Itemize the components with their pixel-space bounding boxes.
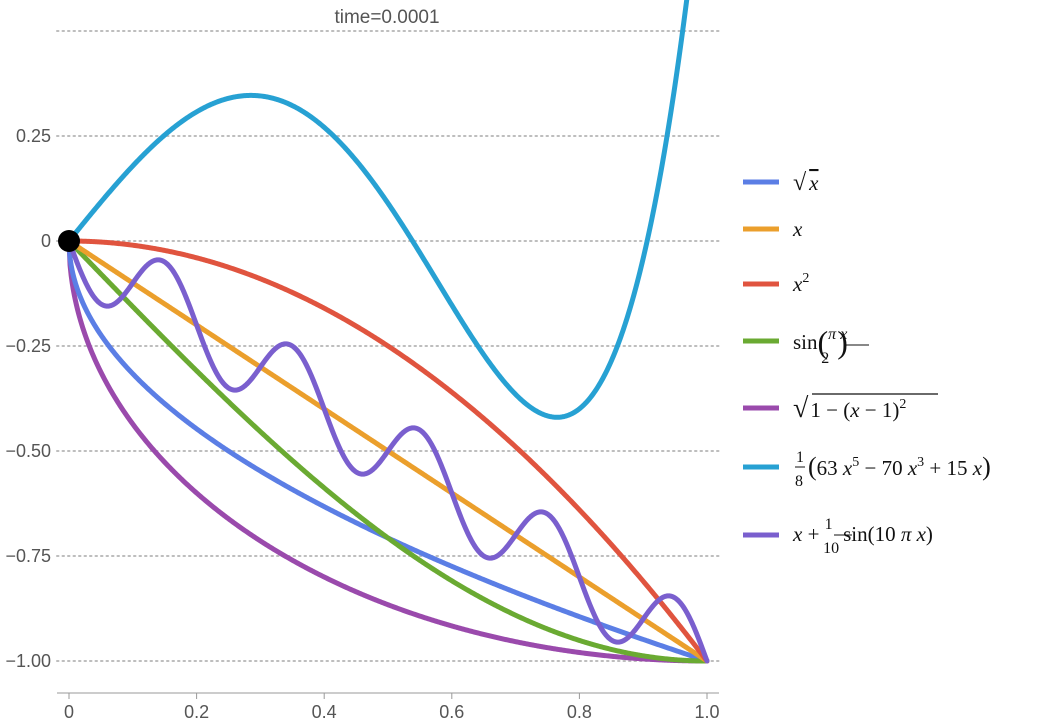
x-tick-label: 1.0 <box>694 702 719 722</box>
legend-label: x <box>792 217 803 241</box>
legend-label: √1 − (x − 1)2 <box>793 393 906 424</box>
legend-entry: x <box>743 217 803 241</box>
x-tick-label: 0 <box>64 702 74 722</box>
chart-title: time=0.0001 <box>334 7 439 28</box>
legend-entry: sin(π x 2) <box>743 324 869 367</box>
y-tick-label: −0.75 <box>5 546 51 566</box>
tick-labels: 0 0.2 0.4 0.6 0.8 1.0 0.25 0 −0.25 −0.50 −0.75 −1.0… <box>5 126 719 722</box>
legend-entry: x2 <box>743 271 809 296</box>
y-tick-label: 0 <box>41 231 51 251</box>
legend: √ x x x2 sin(π x 2) √1 − (x − 1)2 <box>743 170 991 557</box>
series-line <box>66 238 710 664</box>
legend-entry: √1 − (x − 1)2 <box>743 393 938 424</box>
series-line <box>66 238 710 664</box>
y-tick-label: 0.25 <box>16 126 51 146</box>
legend-entry: √ x <box>743 170 819 196</box>
legend-label: x2 <box>792 271 809 296</box>
y-tick-label: −0.25 <box>5 336 51 356</box>
x-tick-label: 0.6 <box>439 702 464 722</box>
series-line <box>66 238 710 664</box>
legend-label: sin(π x 2) <box>793 324 848 367</box>
legend-label: √ x <box>793 170 819 196</box>
legend-label: 1 8(63 x5 − 70 x3 + 15 x) <box>795 449 991 490</box>
series-lines <box>66 0 710 664</box>
x-tick-label: 0.4 <box>312 702 337 722</box>
legend-entry: x + 1 10sin(10 π x) <box>743 516 933 557</box>
x-tick-label: 0.8 <box>567 702 592 722</box>
axes <box>57 692 719 699</box>
y-tick-label: −1.00 <box>5 651 51 671</box>
series-line <box>66 238 710 664</box>
x-tick-label: 0.2 <box>184 702 209 722</box>
legend-entry: 1 8(63 x5 − 70 x3 + 15 x) <box>743 449 991 490</box>
point-marker <box>58 230 80 252</box>
y-tick-label: −0.50 <box>5 441 51 461</box>
point-marker-dot <box>58 230 80 252</box>
series-line <box>66 0 690 420</box>
legend-label: x + 1 10sin(10 π x) <box>792 516 933 557</box>
